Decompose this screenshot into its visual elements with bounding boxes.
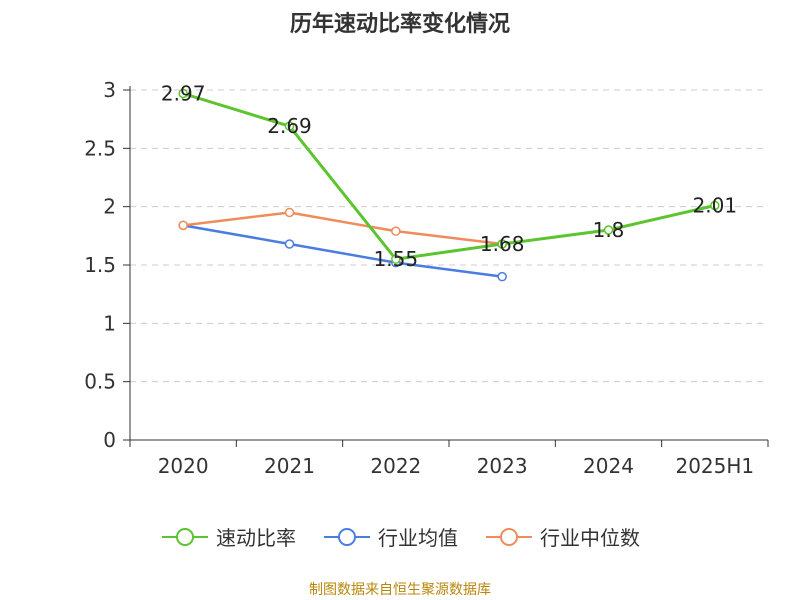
legend: 速动比率 行业均值 行业中位数 <box>0 522 800 551</box>
chart-title: 历年速动比率变化情况 <box>289 12 510 37</box>
data-point <box>178 88 188 99</box>
data-point <box>603 225 614 235</box>
x-tick-label: 2022 <box>370 454 421 478</box>
legend-marker-industry-mean-icon <box>324 527 370 546</box>
data-label: 1.55 <box>374 247 419 271</box>
y-tick-label: 1 <box>103 311 116 335</box>
data-label: 1.8 <box>593 218 625 242</box>
data-label: 1.68 <box>480 232 525 256</box>
series-line-2 <box>183 211 503 246</box>
x-tick-label: 2023 <box>477 454 528 478</box>
data-point <box>284 121 295 131</box>
x-tick-label: 2024 <box>583 454 634 478</box>
data-point <box>178 220 188 231</box>
data-point <box>497 239 507 249</box>
data-point <box>497 271 507 282</box>
series-line-1 <box>182 224 503 278</box>
y-tick-label: 0 <box>103 428 116 452</box>
source-footer: 制图数据来自恒生聚源数据库 <box>309 582 491 598</box>
legend-label-quick-ratio: 速动比率 <box>216 526 296 550</box>
y-tick-label: 2.5 <box>84 136 116 160</box>
legend-label-industry-mean: 行业均值 <box>378 526 458 550</box>
data-point <box>391 254 401 264</box>
legend-item-quick-ratio[interactable]: 速动比率 <box>160 522 296 551</box>
data-label: 2.69 <box>267 114 312 138</box>
legend-label-industry-median: 行业中位数 <box>540 526 640 550</box>
x-tick-label: 2020 <box>158 454 209 478</box>
data-point <box>284 239 295 249</box>
x-tick-label: 2025H1 <box>675 454 754 478</box>
legend-marker-industry-median-icon <box>486 527 532 546</box>
data-label: 2.01 <box>693 194 738 218</box>
data-label: 2.97 <box>161 82 206 106</box>
legend-item-industry-median[interactable]: 行业中位数 <box>484 522 640 551</box>
y-tick-label: 2 <box>103 195 116 219</box>
legend-marker-quick-ratio-icon <box>162 527 208 546</box>
series-line-0 <box>182 92 716 261</box>
data-point <box>284 207 295 218</box>
data-point <box>710 200 720 211</box>
y-tick-label: 1.5 <box>84 253 116 277</box>
y-tick-label: 3 <box>103 78 116 102</box>
y-tick-label: 0.5 <box>84 370 116 394</box>
x-tick-label: 2021 <box>264 454 315 478</box>
data-point <box>391 226 401 236</box>
legend-item-industry-mean[interactable]: 行业均值 <box>322 522 458 551</box>
